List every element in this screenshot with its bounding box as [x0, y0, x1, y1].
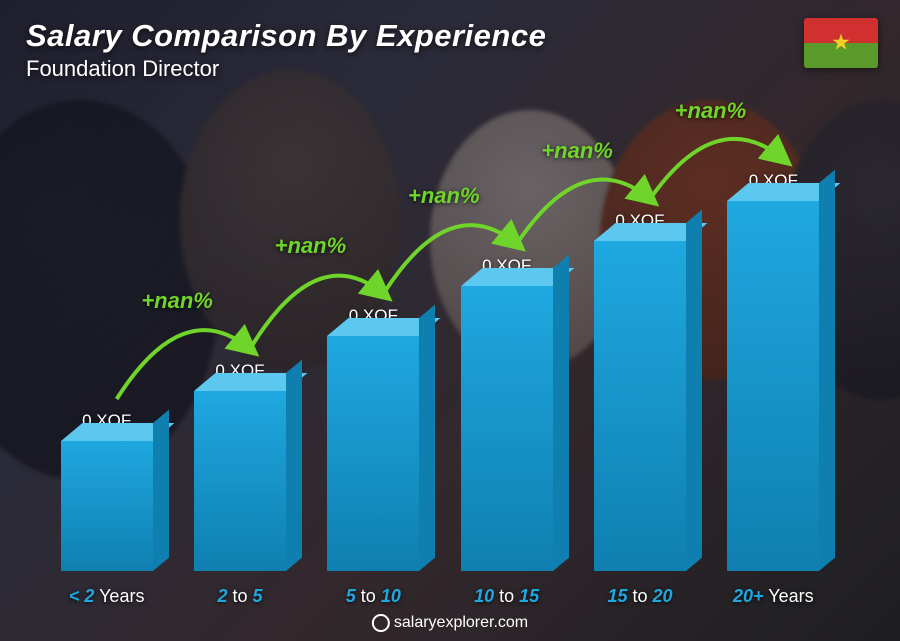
bar	[461, 286, 553, 571]
country-flag-icon: ★	[804, 18, 878, 68]
bar-slot: 0 XOF	[40, 131, 173, 571]
logo-ring-icon	[372, 614, 390, 632]
x-axis-label: 20+ Years	[707, 586, 840, 607]
x-axis-label: 5 to 10	[307, 586, 440, 607]
bar	[61, 441, 153, 571]
x-axis-labels: < 2 Years2 to 55 to 1010 to 1515 to 2020…	[40, 586, 840, 607]
chart-title: Salary Comparison By Experience	[26, 18, 546, 54]
chart-header: Salary Comparison By Experience Foundati…	[26, 18, 546, 82]
bar-slot: 0 XOF	[307, 131, 440, 571]
chart-subtitle: Foundation Director	[26, 56, 546, 82]
bar	[727, 201, 819, 571]
bar	[194, 391, 286, 571]
x-axis-label: 2 to 5	[173, 586, 306, 607]
x-axis-label: 15 to 20	[573, 586, 706, 607]
bar-slot: 0 XOF	[440, 131, 573, 571]
bar-slot: 0 XOF	[573, 131, 706, 571]
bar-chart: 0 XOF0 XOF0 XOF0 XOF0 XOF0 XOF	[40, 131, 840, 571]
x-axis-label: < 2 Years	[40, 586, 173, 607]
brand-text: salaryexplorer.com	[394, 614, 528, 632]
brand-logo: salaryexplorer.com	[372, 614, 528, 632]
bar	[327, 336, 419, 571]
x-axis-label: 10 to 15	[440, 586, 573, 607]
flag-star-icon: ★	[831, 32, 851, 54]
bar-slot: 0 XOF	[173, 131, 306, 571]
bar-slot: 0 XOF	[707, 131, 840, 571]
bar	[594, 241, 686, 571]
